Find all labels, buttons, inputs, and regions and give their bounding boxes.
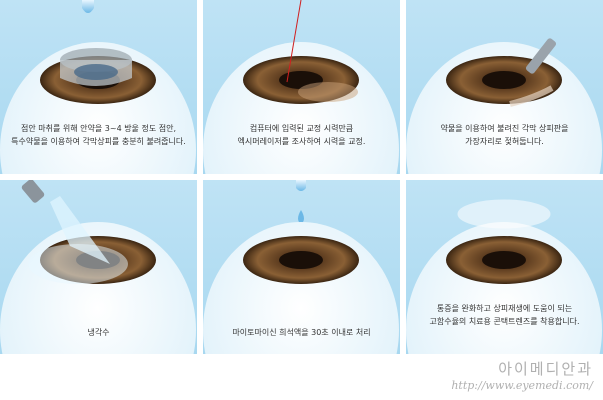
step-1-illustration [0,0,196,174]
step-2-panel: 컴퓨터에 입력된 교정 시력만큼 엑시머레이저를 조사하여 시력을 교정. [203,0,400,174]
step-2-caption: 컴퓨터에 입력된 교정 시력만큼 엑시머레이저를 조사하여 시력을 교정. [237,124,366,146]
eyedrop-bottle [82,0,94,13]
step-1-panel: 점안 마취를 위해 안약을 3~4 방울 정도 점안, 특수약물을 이용하여 각… [0,0,197,174]
step-4-caption: 냉각수 [87,328,110,337]
pupil [279,251,323,269]
step-3-caption: 약물을 이용하여 불려진 각막 상피판을 가장자리로 젖혀둡니다. [440,124,569,146]
pupil [482,71,526,89]
step-5-illustration [203,180,399,354]
step-3-panel: 약물을 이용하여 불려진 각막 상피판을 가장자리로 젖혀둡니다. [406,0,603,174]
clinic-name: 아이메디안과 [498,360,593,378]
clinic-url: http://www.eyemedi.com/ [451,379,593,392]
step-4-illustration [0,180,196,354]
folded-epithelium [509,85,554,107]
laser-beam [286,0,302,83]
mitomycin-dropper [296,180,306,191]
contact-lens [457,199,551,229]
corneal-flap [298,82,358,102]
step-5-panel: 마이토마이신 희석액을 30초 이내로 처리 [203,180,400,354]
pupil [482,251,526,269]
step-4-panel: 냉각수 [0,180,197,354]
step-3-illustration [406,38,602,174]
water-splash [28,244,128,284]
spatula-instrument [525,38,557,74]
mitomycin-drop [298,210,304,224]
step-2-illustration [203,0,399,174]
step-1-caption: 점안 마취를 위해 안약을 3~4 방울 정도 점안, 특수약물을 이용하여 각… [11,124,186,146]
irrigation-nozzle [21,180,45,203]
clinic-brand: 아이메디안과 http://www.eyemedi.com/ [451,358,593,392]
step-6-caption: 통증을 완화하고 상피재생에 도움이 되는 고함수율의 치료용 콘택트렌즈를 착… [429,304,580,326]
step-5-caption: 마이토마이신 희석액을 30초 이내로 처리 [232,328,371,337]
step-6-panel: 통증을 완화하고 상피재생에 도움이 되는 고함수율의 치료용 콘택트렌즈를 착… [406,180,603,354]
solution [74,64,118,80]
step-6-illustration [406,199,602,354]
